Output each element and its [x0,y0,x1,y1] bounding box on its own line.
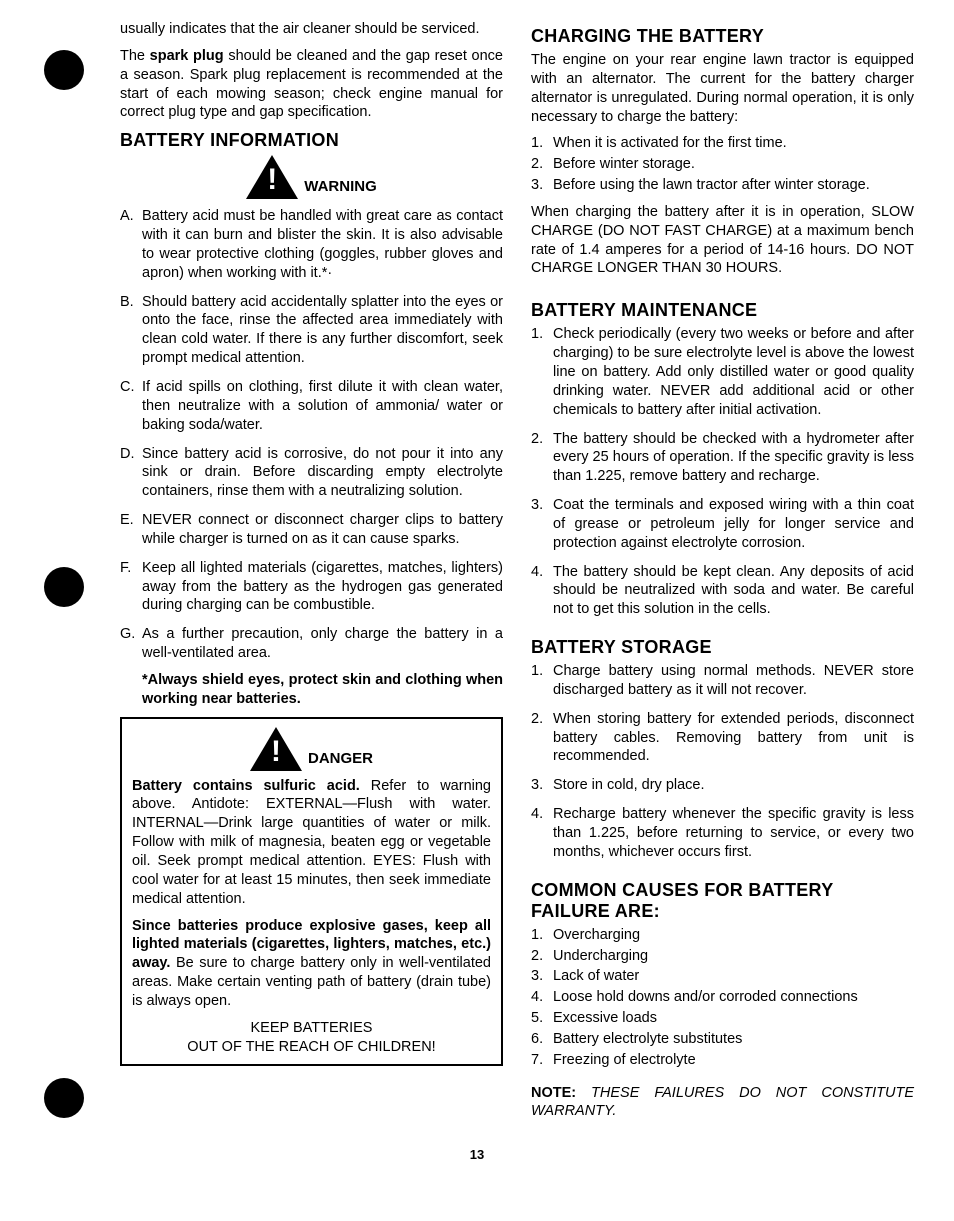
list-item: 3.Coat the terminals and exposed wiring … [531,496,914,553]
text: Be sure to charge battery only in well-v… [132,955,491,1009]
list-marker: 1. [531,325,553,344]
shield-note: *Always shield eyes, protect skin and cl… [120,671,503,709]
list-item: 1.Charge battery using normal methods. N… [531,662,914,700]
list-item: D.Since battery acid is corrosive, do no… [120,445,503,502]
list-marker: 2. [531,947,553,966]
list-item: 4.Recharge battery whenever the specific… [531,805,914,862]
list-item: A.Battery acid must be handled with grea… [120,207,503,282]
bold-text: spark plug [150,48,224,64]
text: KEEP BATTERIES [251,1020,373,1036]
heading-battery-information: BATTERY INFORMATION [120,130,503,151]
list-marker: 2. [531,710,553,729]
paragraph: usually indicates that the air cleaner s… [120,20,503,39]
note-text: THESE FAILURES DO NOT CONSTITUTE WARRANT… [531,1085,914,1120]
list-marker: 7. [531,1051,553,1070]
warranty-note: NOTE: THESE FAILURES DO NOT CONSTITUTE W… [531,1084,914,1122]
text: The [120,48,150,64]
list-item: 6.Battery electrolyte substitutes [531,1030,914,1049]
list-marker: 5. [531,1009,553,1028]
list-marker: 4. [531,988,553,1007]
list-marker: D. [120,445,142,464]
charging-list: 1.When it is activated for the first tim… [531,134,914,195]
list-marker: 4. [531,805,553,824]
list-item: E.NEVER connect or disconnect charger cl… [120,511,503,549]
list-marker: 6. [531,1030,553,1049]
page-container: usually indicates that the air cleaner s… [40,20,914,1129]
list-item: 3.Lack of water [531,967,914,986]
list-item: 2.Before winter storage. [531,155,914,174]
left-column: usually indicates that the air cleaner s… [120,20,503,1129]
danger-label: DANGER [308,750,373,767]
list-item: 1.Check periodically (every two weeks or… [531,325,914,419]
left-margin [40,20,92,1129]
list-item: 5.Excessive loads [531,1009,914,1028]
list-marker: 3. [531,967,553,986]
warning-triangle-icon: ! [246,155,298,199]
paragraph: Battery contains sulfuric acid. Refer to… [132,777,491,909]
list-item: G.As a further precaution, only charge t… [120,625,503,663]
list-item: 7.Freezing of electrolyte [531,1051,914,1070]
list-marker: E. [120,511,142,530]
list-marker: 3. [531,496,553,515]
list-marker: C. [120,378,142,397]
list-marker: 2. [531,430,553,449]
list-marker: 3. [531,176,553,195]
heading-storage: BATTERY STORAGE [531,637,914,658]
storage-list: 1.Charge battery using normal methods. N… [531,662,914,862]
list-marker: 2. [531,155,553,174]
list-item: 1.Overcharging [531,926,914,945]
right-column: CHARGING THE BATTERY The engine on your … [531,20,914,1129]
list-item: 4.Loose hold downs and/or corroded conne… [531,988,914,1007]
list-item: B.Should battery acid accidentally splat… [120,293,503,368]
list-item: F.Keep all lighted materials (cigarettes… [120,559,503,616]
bold-text: Battery contains sulfuric acid. [132,778,360,794]
note-label: NOTE: [531,1085,576,1101]
warning-header: ! WARNING [120,155,503,199]
list-item: C.If acid spills on clothing, first dilu… [120,378,503,435]
list-marker: G. [120,625,142,644]
heading-maintenance: BATTERY MAINTENANCE [531,300,914,321]
list-item: 1.When it is activated for the first tim… [531,134,914,153]
punch-dot [44,1078,84,1118]
keep-batteries-notice: KEEP BATTERIES OUT OF THE REACH OF CHILD… [132,1019,491,1057]
list-marker: 1. [531,662,553,681]
exclamation-icon: ! [270,737,282,767]
list-marker: 4. [531,563,553,582]
list-marker: 3. [531,776,553,795]
warning-triangle-icon: ! [250,727,302,771]
list-marker: 1. [531,926,553,945]
list-item: 2.Undercharging [531,947,914,966]
maintenance-list: 1.Check periodically (every two weeks or… [531,325,914,619]
heading-charging: CHARGING THE BATTERY [531,26,914,47]
list-item: 4.The battery should be kept clean. Any … [531,563,914,620]
paragraph: The spark plug should be cleaned and the… [120,47,503,122]
list-item: 2.When storing battery for extended peri… [531,710,914,767]
page-number: 13 [40,1147,914,1162]
text: OUT OF THE REACH OF CHILDREN! [187,1039,435,1055]
list-marker: 1. [531,134,553,153]
warning-letter-list: A.Battery acid must be handled with grea… [120,207,503,663]
list-item: 3.Before using the lawn tractor after wi… [531,176,914,195]
list-item: 3.Store in cold, dry place. [531,776,914,795]
paragraph: Since batteries produce explosive gases,… [132,917,491,1011]
paragraph: The engine on your rear engine lawn trac… [531,51,914,126]
punch-dot [44,567,84,607]
warning-label: WARNING [304,178,377,195]
danger-header: ! DANGER [132,727,491,771]
exclamation-icon: ! [266,165,278,195]
text: Refer to warning above. Antidote: EXTERN… [132,778,491,907]
list-item: 2.The battery should be checked with a h… [531,430,914,487]
danger-box: ! DANGER Battery contains sulfuric acid.… [120,717,503,1067]
paragraph: When charging the battery after it is in… [531,203,914,278]
causes-list: 1.Overcharging 2.Undercharging3.Lack of w… [531,926,914,1070]
list-marker: F. [120,559,142,578]
punch-dot [44,50,84,90]
list-marker: B. [120,293,142,312]
heading-causes: COMMON CAUSES FOR BATTERY FAILURE ARE: [531,880,914,922]
list-marker: A. [120,207,142,226]
